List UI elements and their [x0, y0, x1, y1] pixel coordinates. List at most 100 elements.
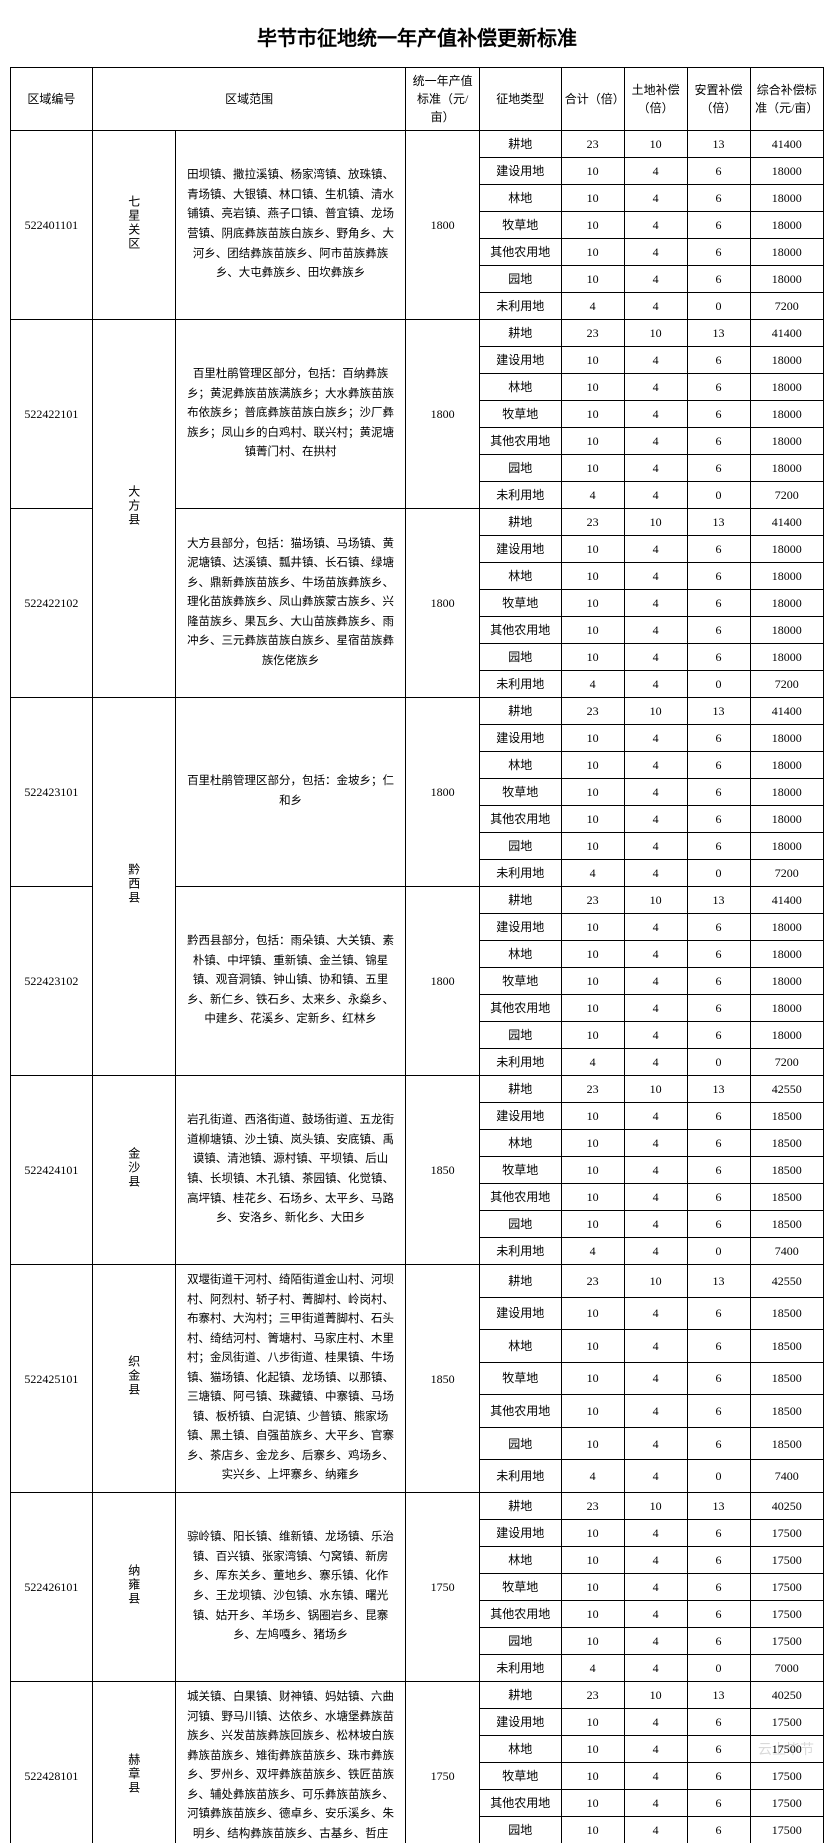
cell-settle-comp: 0: [687, 293, 750, 320]
cell-total: 10: [561, 185, 624, 212]
cell-land-comp: 4: [624, 1238, 687, 1265]
cell-comp: 18000: [750, 941, 824, 968]
cell-land-type: 林地: [479, 1130, 561, 1157]
cell-comp: 17500: [750, 1763, 824, 1790]
cell-land-comp: 10: [624, 1493, 687, 1520]
cell-total: 10: [561, 1601, 624, 1628]
cell-land-type: 建设用地: [479, 1103, 561, 1130]
cell-comp: 18000: [750, 914, 824, 941]
cell-total: 10: [561, 779, 624, 806]
cell-settle-comp: 6: [687, 158, 750, 185]
cell-total: 10: [561, 752, 624, 779]
cell-land-comp: 10: [624, 1076, 687, 1103]
cell-total: 10: [561, 590, 624, 617]
cell-total: 4: [561, 1460, 624, 1493]
cell-land-comp: 4: [624, 1520, 687, 1547]
cell-land-type: 园地: [479, 1427, 561, 1460]
compensation-table: 区域编号 区域范围 统一年产值标准（元/亩） 征地类型 合计（倍） 土地补偿（倍…: [10, 67, 824, 1843]
cell-settle-comp: 6: [687, 1763, 750, 1790]
cell-comp: 18000: [750, 563, 824, 590]
cell-settle-comp: 6: [687, 833, 750, 860]
cell-comp: 18000: [750, 968, 824, 995]
cell-land-type: 其他农用地: [479, 1395, 561, 1428]
header-land: 土地补偿（倍）: [624, 68, 687, 131]
cell-settle-comp: 13: [687, 1076, 750, 1103]
cell-comp: 18000: [750, 347, 824, 374]
cell-land-comp: 4: [624, 1330, 687, 1363]
cell-comp: 18000: [750, 1022, 824, 1049]
cell-total: 10: [561, 1520, 624, 1547]
cell-land-comp: 4: [624, 860, 687, 887]
cell-total: 23: [561, 509, 624, 536]
cell-settle-comp: 6: [687, 1330, 750, 1363]
cell-comp: 18000: [750, 536, 824, 563]
cell-total: 10: [561, 1736, 624, 1763]
cell-comp: 18000: [750, 752, 824, 779]
cell-total: 23: [561, 1076, 624, 1103]
cell-std: 1750: [406, 1493, 479, 1682]
cell-total: 10: [561, 1211, 624, 1238]
cell-total: 10: [561, 536, 624, 563]
cell-land-comp: 4: [624, 1211, 687, 1238]
cell-total: 23: [561, 320, 624, 347]
cell-land-type: 其他农用地: [479, 428, 561, 455]
cell-land-comp: 4: [624, 536, 687, 563]
cell-land-type: 建设用地: [479, 725, 561, 752]
cell-total: 4: [561, 1049, 624, 1076]
cell-region-code: 522423102: [11, 887, 93, 1076]
cell-settle-comp: 13: [687, 509, 750, 536]
header-code: 区域编号: [11, 68, 93, 131]
cell-comp: 18000: [750, 239, 824, 266]
table-row: 522428101赫章县城关镇、白果镇、财神镇、妈姑镇、六曲河镇、野马川镇、达依…: [11, 1682, 824, 1709]
cell-total: 10: [561, 1547, 624, 1574]
cell-settle-comp: 13: [687, 698, 750, 725]
cell-total: 23: [561, 887, 624, 914]
cell-comp: 18500: [750, 1297, 824, 1330]
cell-land-comp: 4: [624, 995, 687, 1022]
cell-land-type: 牧草地: [479, 1763, 561, 1790]
cell-settle-comp: 6: [687, 806, 750, 833]
cell-settle-comp: 0: [687, 860, 750, 887]
cell-land-type: 耕地: [479, 1493, 561, 1520]
cell-land-type: 建设用地: [479, 158, 561, 185]
cell-land-type: 其他农用地: [479, 617, 561, 644]
cell-total: 10: [561, 1184, 624, 1211]
cell-total: 10: [561, 968, 624, 995]
cell-comp: 41400: [750, 698, 824, 725]
cell-comp: 17500: [750, 1574, 824, 1601]
cell-total: 10: [561, 1817, 624, 1843]
cell-total: 10: [561, 1628, 624, 1655]
cell-land-type: 其他农用地: [479, 1601, 561, 1628]
cell-settle-comp: 6: [687, 995, 750, 1022]
cell-comp: 18500: [750, 1330, 824, 1363]
cell-comp: 7000: [750, 1655, 824, 1682]
cell-settle-comp: 6: [687, 563, 750, 590]
table-row: 522424101金沙县岩孔街道、西洛街道、鼓场街道、五龙街道柳塘镇、沙土镇、岚…: [11, 1076, 824, 1103]
cell-land-type: 园地: [479, 1211, 561, 1238]
cell-settle-comp: 0: [687, 1049, 750, 1076]
cell-land-type: 建设用地: [479, 1297, 561, 1330]
cell-land-comp: 4: [624, 1628, 687, 1655]
cell-total: 10: [561, 239, 624, 266]
cell-comp: 18000: [750, 158, 824, 185]
cell-total: 10: [561, 617, 624, 644]
cell-settle-comp: 6: [687, 1574, 750, 1601]
cell-land-comp: 4: [624, 1157, 687, 1184]
cell-total: 4: [561, 1655, 624, 1682]
cell-land-type: 其他农用地: [479, 806, 561, 833]
cell-comp: 41400: [750, 131, 824, 158]
cell-std: 1850: [406, 1265, 479, 1493]
cell-total: 10: [561, 266, 624, 293]
cell-settle-comp: 6: [687, 1790, 750, 1817]
cell-comp: 7200: [750, 482, 824, 509]
cell-total: 10: [561, 914, 624, 941]
cell-land-comp: 4: [624, 752, 687, 779]
cell-land-comp: 4: [624, 374, 687, 401]
cell-settle-comp: 6: [687, 1427, 750, 1460]
cell-land-type: 牧草地: [479, 590, 561, 617]
cell-settle-comp: 0: [687, 1238, 750, 1265]
cell-total: 23: [561, 1682, 624, 1709]
cell-region-code: 522422101: [11, 320, 93, 509]
cell-comp: 17500: [750, 1736, 824, 1763]
cell-land-type: 耕地: [479, 1265, 561, 1298]
